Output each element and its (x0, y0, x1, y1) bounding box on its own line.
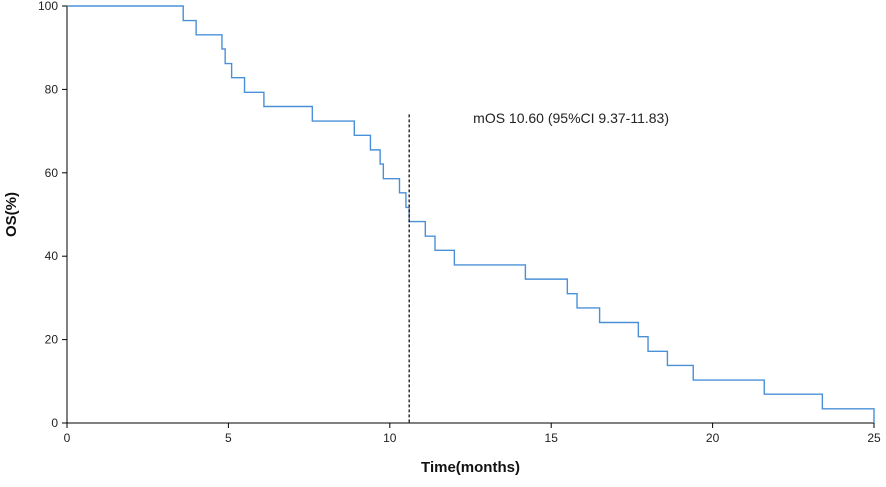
plot-area: mOS 10.60 (95%CI 9.37-11.83) (67, 5, 875, 423)
x-axis-title: Time(months) (421, 459, 520, 476)
x-tick-label: 15 (545, 431, 559, 445)
survival-step-line (67, 5, 875, 423)
y-tick-label: 40 (45, 249, 59, 263)
x-tick-label: 0 (64, 431, 71, 445)
median-annotation: mOS 10.60 (95%CI 9.37-11.83) (473, 110, 669, 126)
x-tick-label: 25 (867, 431, 881, 445)
x-ticks: 0 5 10 15 20 25 (64, 423, 881, 445)
y-tick-label: 80 (45, 82, 59, 96)
x-tick-label: 5 (225, 431, 232, 445)
y-tick-label: 20 (45, 333, 59, 347)
y-axis-title: OS(%) (3, 192, 20, 237)
x-tick-label: 10 (383, 431, 397, 445)
y-tick-label: 100 (38, 0, 58, 13)
y-tick-label: 0 (51, 416, 58, 430)
y-ticks: 0 20 40 60 80 100 (38, 0, 67, 430)
x-tick-label: 20 (706, 431, 720, 445)
y-tick-label: 60 (45, 166, 59, 180)
axes: 0 5 10 15 20 25 0 20 40 60 80 100 (38, 0, 881, 445)
